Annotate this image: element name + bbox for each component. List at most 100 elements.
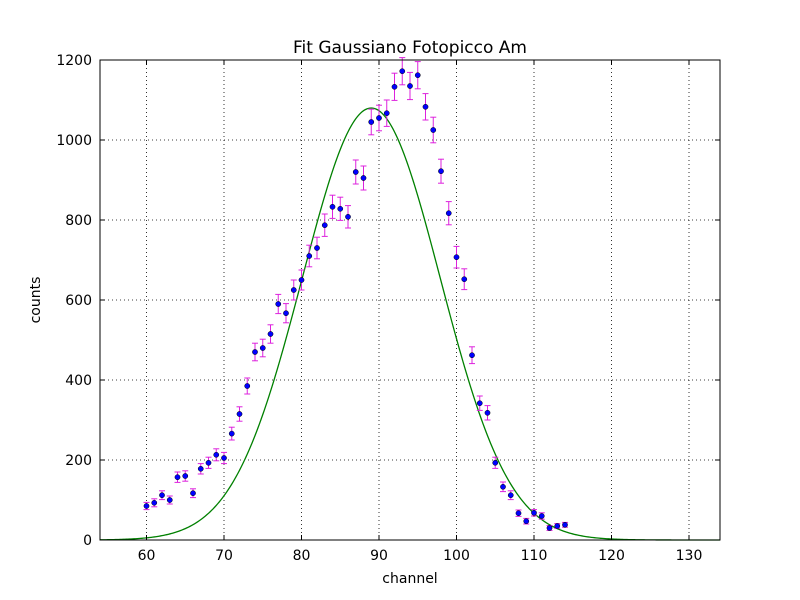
data-point: [236, 406, 243, 422]
data-point: [469, 346, 475, 365]
data-marker: [190, 490, 196, 497]
data-point: [228, 426, 235, 441]
data-marker: [197, 465, 204, 472]
data-marker: [337, 205, 344, 212]
axis-ticks: 60 70 80 90 100 110 120 130 0 200 400 600 800 1000 120…: [56, 53, 720, 564]
data-marker: [399, 68, 406, 75]
data-marker: [345, 213, 351, 220]
data-point: [562, 521, 568, 528]
x-tick-label: 80: [293, 548, 311, 564]
data-point: [445, 201, 452, 226]
data-marker: [376, 115, 382, 121]
data-marker: [430, 127, 437, 133]
data-point: [321, 213, 328, 237]
data-point: [554, 523, 561, 529]
data-point: [484, 405, 491, 421]
data-point: [151, 498, 158, 508]
data-point: [166, 495, 173, 505]
data-marker: [414, 72, 421, 79]
data-marker: [531, 509, 537, 516]
y-tick-label: 200: [65, 453, 92, 469]
data-point: [337, 196, 344, 221]
data-marker: [236, 411, 243, 417]
data-marker: [182, 473, 189, 479]
data-point: [306, 244, 313, 268]
grid: [100, 59, 720, 541]
data-point: [414, 61, 421, 90]
data-marker: [228, 430, 235, 437]
data-point: [159, 490, 165, 501]
data-marker: [461, 276, 468, 283]
data-point: [407, 71, 413, 101]
data-marker: [275, 301, 282, 307]
data-point: [430, 116, 437, 144]
data-point: [438, 158, 444, 184]
x-tick-label: 100: [443, 548, 470, 564]
data-point: [221, 451, 227, 465]
chart-title: Fit Gaussiano Fotopicco Am: [293, 38, 527, 58]
data-point: [422, 93, 429, 121]
y-tick-label: 800: [65, 213, 92, 229]
data-marker: [422, 103, 429, 110]
data-point: [515, 509, 522, 517]
data-marker: [221, 455, 227, 461]
data-point: [213, 448, 220, 462]
data-marker: [469, 352, 475, 359]
data-point: [368, 108, 375, 136]
data-point: [259, 338, 266, 358]
data-point: [143, 501, 150, 511]
x-tick-label: 130: [676, 548, 703, 564]
gaussian-fit-line: [99, 107, 720, 541]
data-point: [174, 471, 181, 483]
data-point: [283, 303, 289, 324]
data-marker: [321, 222, 328, 229]
data-point: [507, 490, 514, 501]
data-point: [275, 293, 282, 315]
data-marker: [515, 510, 522, 517]
data-marker: [407, 83, 413, 89]
data-point: [383, 99, 390, 127]
data-marker: [476, 400, 483, 407]
data-marker: [267, 331, 274, 337]
data-marker: [143, 503, 150, 509]
data-point: [546, 525, 553, 531]
data-point: [360, 165, 367, 191]
data-marker: [453, 254, 460, 261]
data-point: [252, 342, 258, 362]
data-point: [352, 159, 359, 185]
data-marker: [507, 492, 514, 499]
y-tick-label: 1200: [56, 53, 92, 69]
data-point: [329, 194, 336, 219]
data-point: [298, 269, 305, 291]
data-point: [476, 395, 483, 411]
data-marker: [500, 483, 506, 490]
data-point: [492, 456, 499, 469]
data-point: [182, 470, 189, 482]
data-point: [290, 279, 297, 301]
data-point: [523, 517, 530, 525]
data-marker: [151, 499, 158, 506]
data-marker: [329, 203, 336, 210]
data-marker: [554, 523, 561, 529]
data-marker: [445, 210, 452, 217]
data-marker: [213, 451, 220, 458]
data-point: [190, 488, 196, 499]
x-tick-label: 70: [215, 548, 233, 564]
data-point: [244, 377, 251, 395]
data-marker: [492, 459, 499, 466]
fit-curve-layer: [99, 107, 720, 541]
data-marker: [205, 459, 212, 466]
data-marker: [290, 287, 297, 293]
y-tick-label: 400: [65, 373, 92, 389]
data-point: [453, 245, 460, 269]
data-point: [531, 509, 537, 517]
data-marker: [546, 525, 553, 531]
data-marker: [259, 345, 266, 351]
data-marker: [391, 83, 398, 90]
data-marker: [484, 409, 491, 416]
data-point: [391, 72, 398, 101]
data-marker: [166, 497, 173, 503]
data-marker: [562, 521, 568, 528]
x-tick-label: 60: [138, 548, 156, 564]
y-tick-label: 1000: [56, 133, 92, 149]
